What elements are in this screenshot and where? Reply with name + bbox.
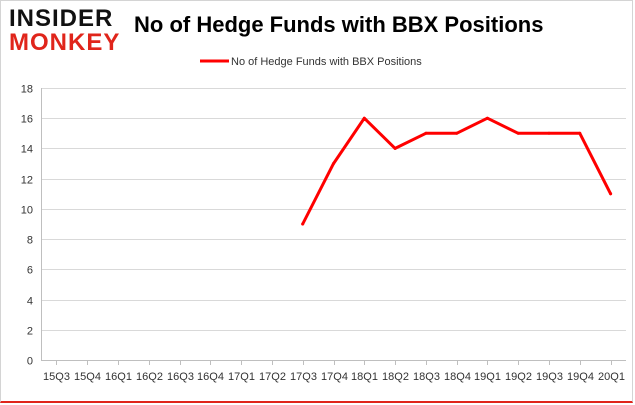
x-tick-label: 20Q1 [598,371,625,383]
x-tick-label: 16Q1 [105,371,132,383]
x-tick-label: 19Q4 [567,371,594,383]
x-tick-label: 18Q3 [413,371,440,383]
y-tick-label: 4 [27,296,33,308]
data-point [393,146,397,150]
x-tick-label: 16Q4 [197,371,224,383]
data-point [362,116,366,120]
data-point [485,116,489,120]
grid-lines [41,88,626,331]
data-series [301,116,613,226]
data-point [516,131,520,135]
y-tick-label: 18 [21,84,33,96]
x-tick-label: 19Q1 [474,371,501,383]
x-tick-label: 19Q3 [536,371,563,383]
data-point [301,222,305,226]
x-tick-label: 16Q2 [136,371,163,383]
x-tick-label: 17Q2 [259,371,286,383]
y-tick-label: 8 [27,235,33,247]
x-tick-label: 15Q3 [43,371,70,383]
x-tick-label: 18Q1 [351,371,378,383]
logo-line-2: MONKEY [9,29,121,56]
y-tick-label: 16 [21,114,33,126]
y-tick-label: 2 [27,326,33,338]
data-point [332,162,335,166]
x-tick-label: 15Q4 [74,371,101,383]
x-tick-label: 18Q4 [444,371,471,383]
x-tick-label: 17Q1 [228,371,255,383]
x-tick-labels: 15Q3 15Q4 16Q1 16Q2 16Q3 16Q4 17Q1 17Q2 17Q3 17Q4… [43,371,625,383]
data-point [547,131,551,135]
y-tick-label: 12 [21,175,33,187]
x-tick-label: 17Q3 [290,371,317,383]
x-tick-label: 19Q2 [505,371,532,383]
x-tick-label: 18Q2 [382,371,409,383]
legend: No of Hedge Funds with BBX Positions [200,56,422,68]
data-point [609,192,613,196]
legend-label: No of Hedge Funds with BBX Positions [231,56,422,68]
y-tick-label: 10 [21,205,33,217]
y-tick-labels: 0 2 4 6 8 10 12 14 16 18 [21,84,33,368]
insider-monkey-logo: INSIDER MONKEY [9,7,120,55]
chart-title: No of Hedge Funds with BBX Positions [134,12,544,37]
x-tick-label: 16Q3 [167,371,194,383]
data-point [424,131,428,135]
x-tick-label: 17Q4 [321,371,348,383]
data-point [455,131,459,135]
data-point [578,131,582,135]
y-tick-label: 14 [21,144,33,156]
y-tick-label: 0 [27,356,33,368]
axes [41,88,626,365]
logo-line-1: INSIDER [9,5,114,32]
y-tick-label: 6 [27,265,33,277]
